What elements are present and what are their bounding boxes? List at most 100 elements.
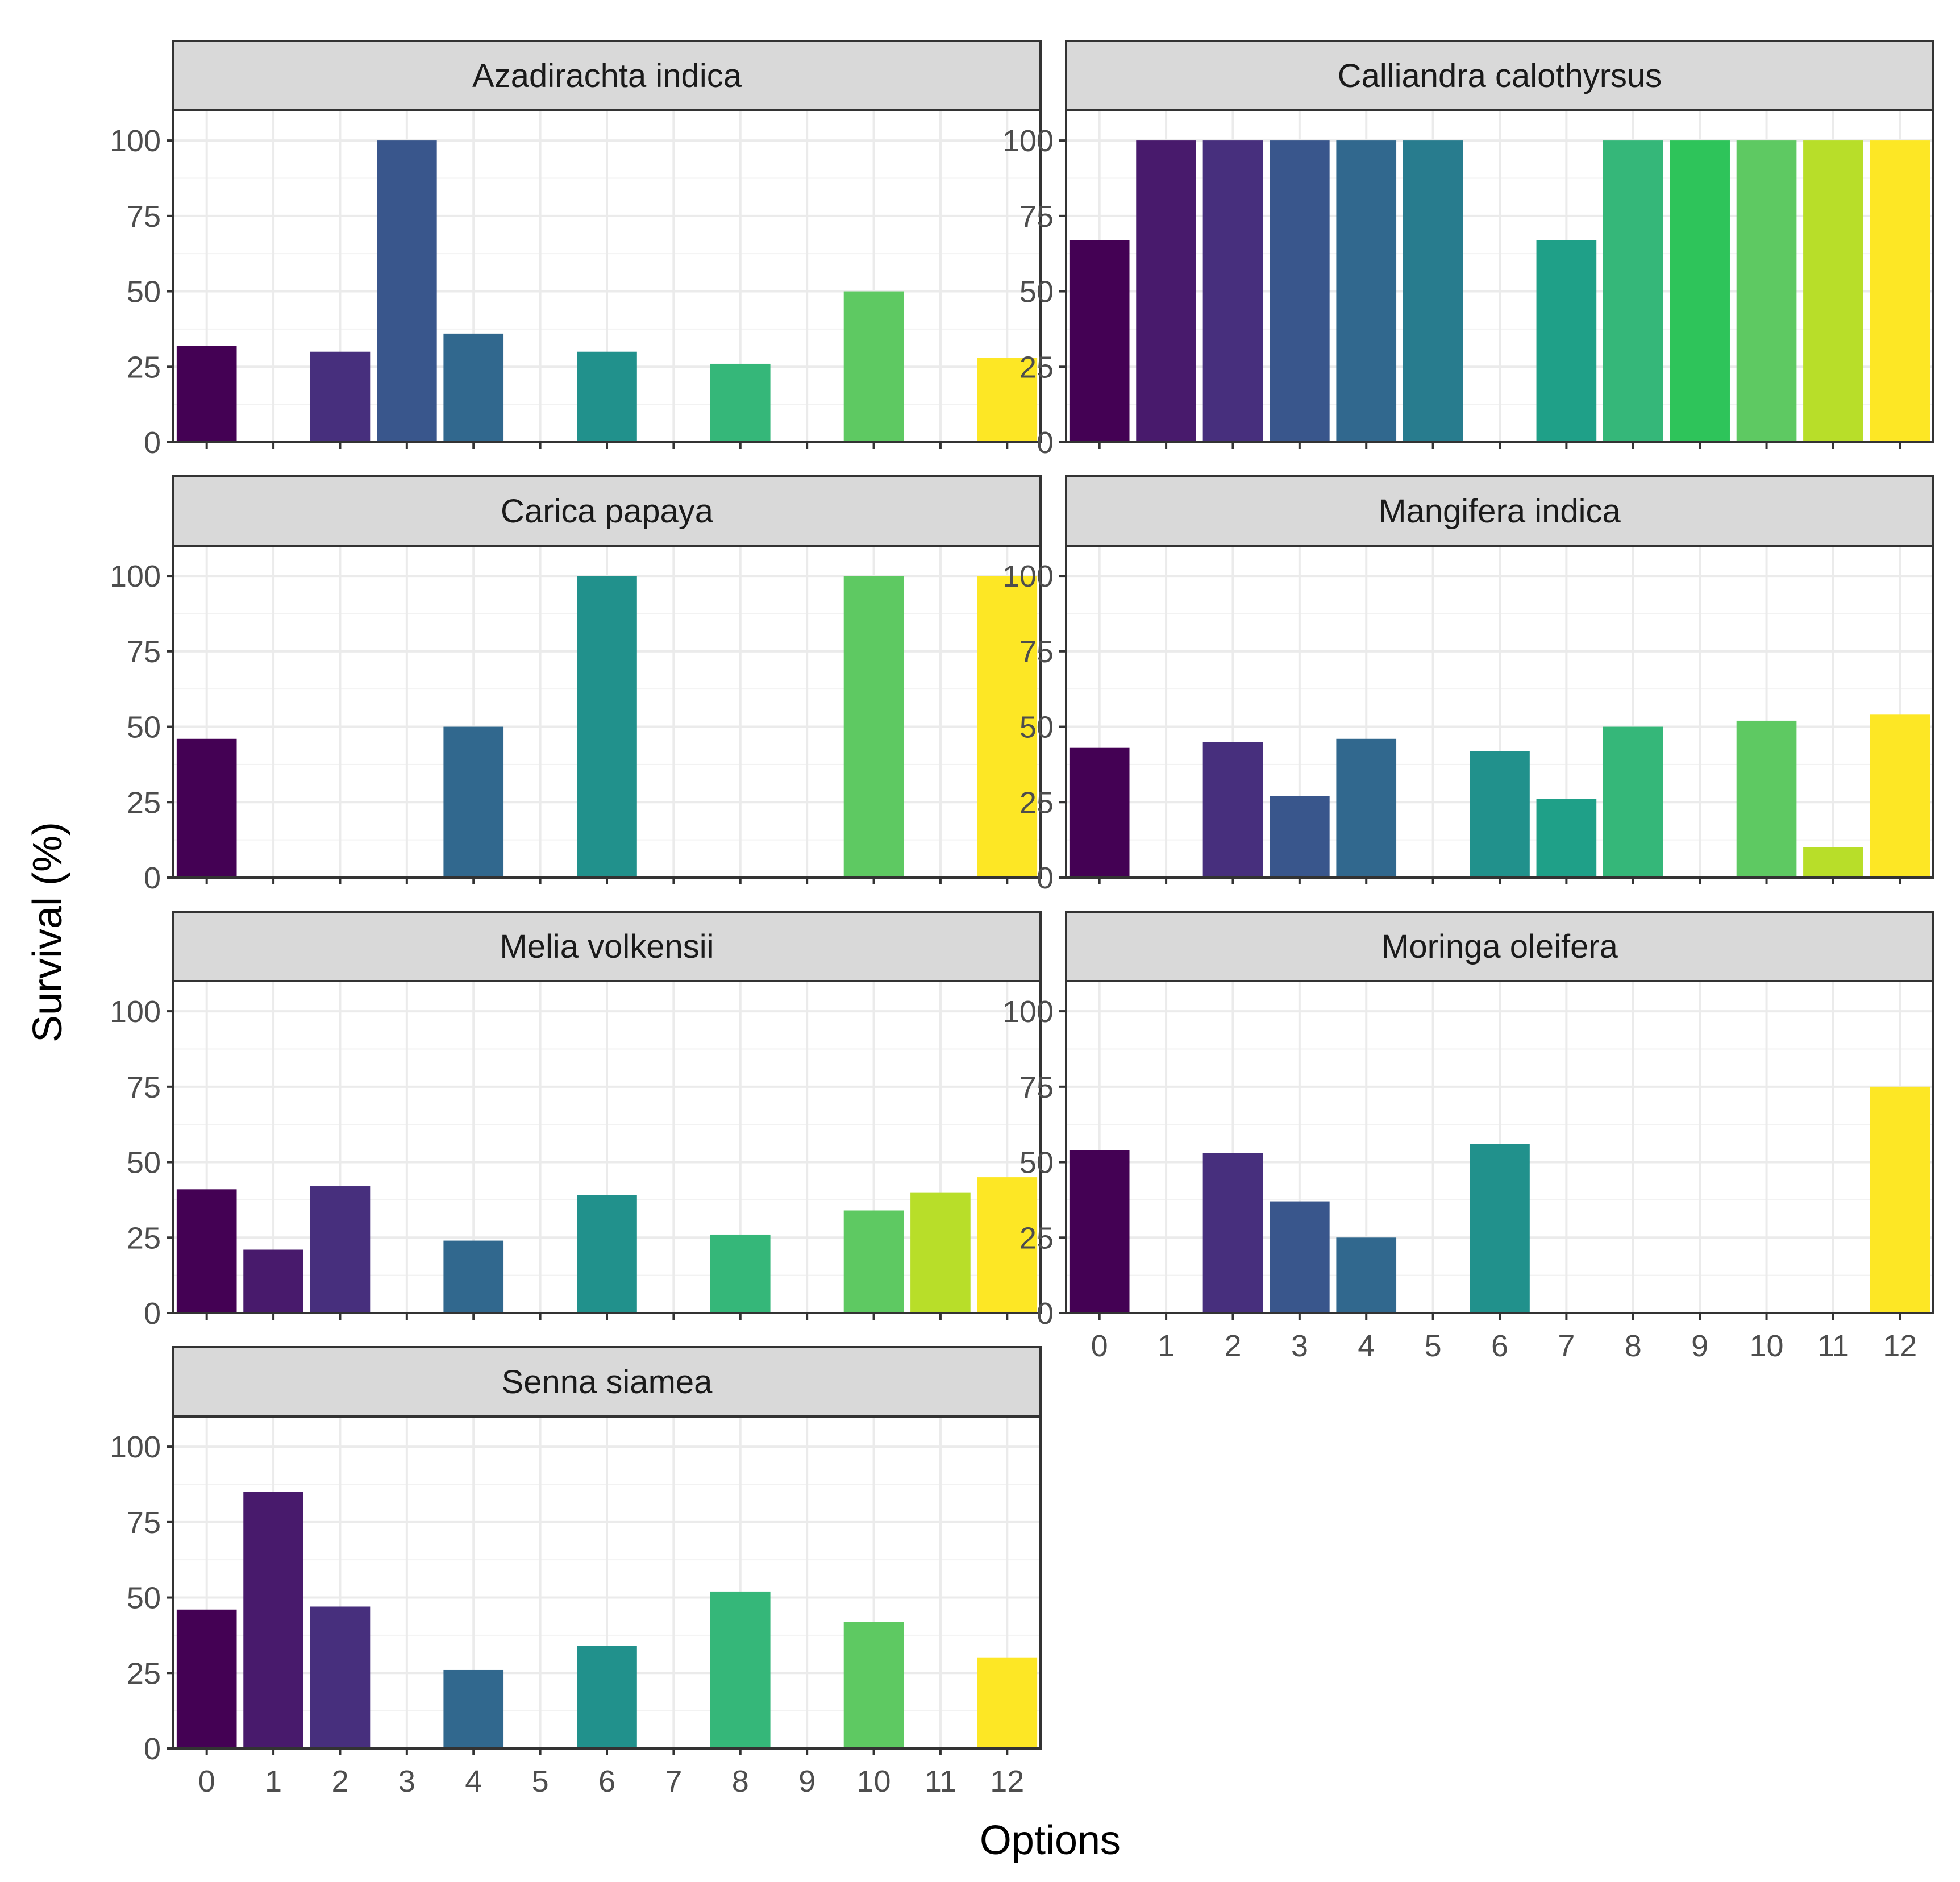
bar-carica-papaya-option-12 xyxy=(977,576,1038,878)
bar-melia-volkensii-option-6 xyxy=(577,1195,637,1313)
y-tick-label: 75 xyxy=(127,635,161,669)
x-tick-label: 9 xyxy=(1691,1329,1708,1363)
bar-melia-volkensii-option-8 xyxy=(710,1234,771,1313)
bar-mangifera-indica-option-3 xyxy=(1270,796,1330,878)
y-tick-label: 0 xyxy=(1037,426,1054,460)
bar-melia-volkensii-option-10 xyxy=(843,1210,904,1313)
x-tick-label: 8 xyxy=(1625,1329,1642,1363)
bar-azadirachta-indica-option-8 xyxy=(710,363,771,442)
bar-moringa-oleifera-option-2 xyxy=(1202,1153,1263,1313)
bar-senna-siamea-option-6 xyxy=(577,1646,637,1748)
y-tick-label: 75 xyxy=(1019,1070,1054,1104)
x-tick-label: 5 xyxy=(1425,1329,1442,1363)
y-tick-label: 50 xyxy=(1019,1146,1054,1180)
y-tick-label: 25 xyxy=(127,786,161,820)
x-tick-label: 2 xyxy=(331,1764,348,1798)
x-tick-label: 1 xyxy=(265,1764,282,1798)
bar-calliandra-calothyrsus-option-0 xyxy=(1069,240,1130,442)
y-tick-label: 100 xyxy=(1002,124,1054,158)
x-tick-label: 10 xyxy=(1749,1329,1783,1363)
bar-mangifera-indica-option-2 xyxy=(1202,742,1263,878)
bar-senna-siamea-option-10 xyxy=(843,1622,904,1748)
bar-mangifera-indica-option-11 xyxy=(1803,847,1863,878)
bar-melia-volkensii-option-4 xyxy=(443,1240,504,1313)
facet-strip xyxy=(1065,40,1934,111)
bar-melia-volkensii-option-0 xyxy=(176,1189,237,1313)
bar-mangifera-indica-option-12 xyxy=(1870,714,1930,878)
bar-senna-siamea-option-2 xyxy=(310,1606,371,1748)
x-tick-label: 0 xyxy=(1091,1329,1108,1363)
facet-title-moringa-oleifera: Moringa oleifera xyxy=(1381,928,1618,965)
bar-calliandra-calothyrsus-option-11 xyxy=(1803,140,1863,442)
x-tick-label: 6 xyxy=(1491,1329,1508,1363)
facet-panel: Mangifera indica 0 25 50 75 100 xyxy=(1002,475,1934,895)
y-tick-label: 100 xyxy=(110,995,161,1029)
y-tick-label: 25 xyxy=(1019,786,1054,820)
bar-calliandra-calothyrsus-option-5 xyxy=(1403,140,1463,442)
x-tick-label: 12 xyxy=(1883,1329,1917,1363)
bar-azadirachta-indica-option-4 xyxy=(443,333,504,442)
bar-moringa-oleifera-option-12 xyxy=(1870,1086,1930,1313)
y-tick-label: 50 xyxy=(127,1581,161,1615)
y-tick-label: 75 xyxy=(127,1506,161,1540)
bar-calliandra-calothyrsus-option-3 xyxy=(1270,140,1330,442)
bar-melia-volkensii-option-1 xyxy=(243,1249,303,1313)
x-tick-label: 6 xyxy=(598,1764,615,1798)
y-tick-label: 50 xyxy=(127,711,161,745)
x-tick-label: 3 xyxy=(398,1764,415,1798)
bar-azadirachta-indica-option-12 xyxy=(977,358,1038,442)
bar-senna-siamea-option-4 xyxy=(443,1669,504,1748)
y-tick-label: 100 xyxy=(1002,559,1054,593)
y-tick-label: 50 xyxy=(127,1146,161,1180)
x-tick-label: 0 xyxy=(198,1764,215,1798)
y-tick-label: 0 xyxy=(144,1732,161,1766)
bar-mangifera-indica-option-7 xyxy=(1536,799,1597,878)
x-tick-label: 9 xyxy=(798,1764,815,1798)
facet-strip xyxy=(172,40,1042,111)
bar-calliandra-calothyrsus-option-9 xyxy=(1670,140,1730,442)
y-tick-label: 100 xyxy=(110,124,161,158)
bar-mangifera-indica-option-0 xyxy=(1069,747,1130,878)
facet-title-senna-siamea: Senna siamea xyxy=(502,1364,713,1401)
x-axis-title: Options xyxy=(980,1818,1121,1863)
bar-carica-papaya-option-10 xyxy=(843,576,904,878)
bar-carica-papaya-option-6 xyxy=(577,576,637,878)
facet-panel: Carica papaya 0 25 50 75 100 xyxy=(110,475,1042,895)
x-tick-label: 7 xyxy=(665,1764,682,1798)
bar-carica-papaya-option-4 xyxy=(443,726,504,878)
y-axis-title: Survival (%) xyxy=(25,822,70,1042)
x-tick-label: 10 xyxy=(856,1764,890,1798)
bar-azadirachta-indica-option-6 xyxy=(577,351,637,442)
facet-strip xyxy=(1065,475,1934,547)
bar-mangifera-indica-option-6 xyxy=(1470,751,1530,878)
y-tick-label: 75 xyxy=(1019,635,1054,669)
bar-melia-volkensii-option-2 xyxy=(310,1186,371,1313)
y-tick-label: 75 xyxy=(127,1070,161,1104)
bar-calliandra-calothyrsus-option-8 xyxy=(1603,140,1663,442)
bar-calliandra-calothyrsus-option-4 xyxy=(1336,140,1397,442)
bar-senna-siamea-option-12 xyxy=(977,1657,1038,1748)
x-tick-label: 3 xyxy=(1291,1329,1308,1363)
y-tick-label: 100 xyxy=(110,559,161,593)
bar-mangifera-indica-option-8 xyxy=(1603,726,1663,878)
y-tick-label: 0 xyxy=(144,426,161,460)
x-tick-label: 11 xyxy=(925,1764,956,1798)
bar-azadirachta-indica-option-0 xyxy=(176,346,237,442)
bar-senna-siamea-option-0 xyxy=(176,1609,237,1748)
y-tick-label: 25 xyxy=(127,1221,161,1255)
x-tick-label: 5 xyxy=(532,1764,549,1798)
y-tick-label: 75 xyxy=(127,200,161,234)
facet-title-azadirachta-indica: Azadirachta indica xyxy=(472,57,742,94)
bar-senna-siamea-option-1 xyxy=(243,1492,303,1748)
x-tick-label: 4 xyxy=(1358,1329,1375,1363)
y-tick-label: 100 xyxy=(1002,995,1054,1029)
bar-calliandra-calothyrsus-option-10 xyxy=(1736,140,1797,442)
x-tick-label: 7 xyxy=(1558,1329,1575,1363)
facet-title-calliandra-calothyrsus: Calliandra calothyrsus xyxy=(1338,57,1662,94)
x-tick-label: 1 xyxy=(1158,1329,1175,1363)
bar-moringa-oleifera-option-4 xyxy=(1336,1237,1397,1313)
